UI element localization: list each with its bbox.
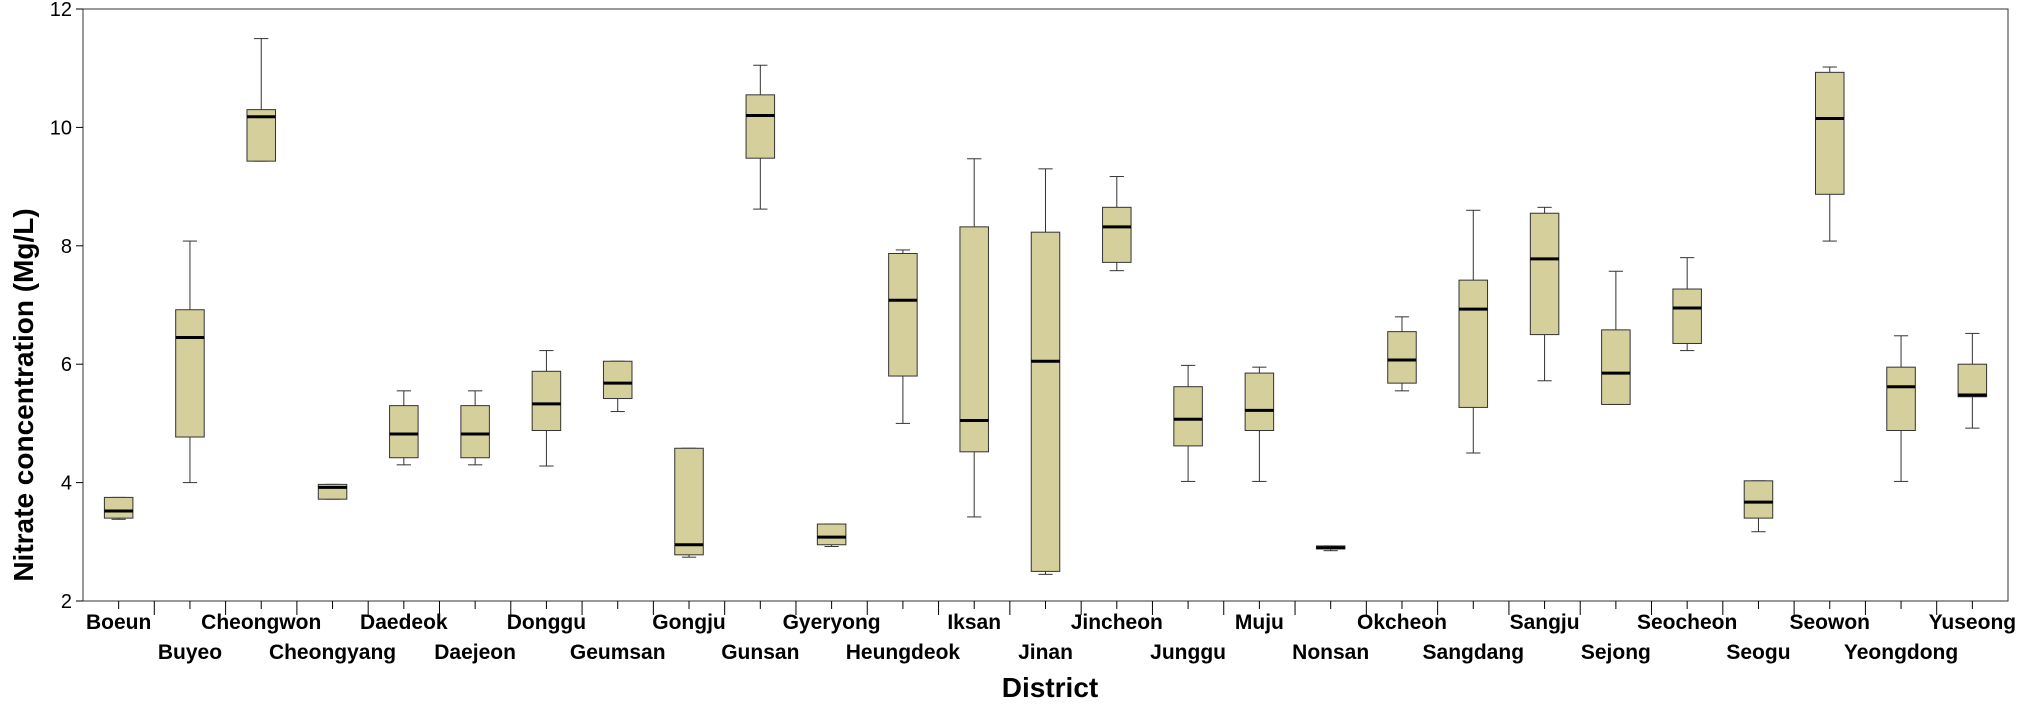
x-tick-label: Nonsan [1292, 641, 1369, 664]
iqr-box [745, 94, 776, 159]
box-yeongdong [1886, 335, 1916, 482]
y-axis: 2 4 6 8 10 12 [50, 0, 83, 613]
x-tick-label: Daejeon [434, 641, 516, 664]
iqr-box [888, 252, 918, 377]
iqr-box [460, 405, 490, 459]
box-sangju [1529, 206, 1560, 382]
y-tick-label: 12 [50, 0, 72, 21]
x-tick-label: Jincheon [1071, 611, 1163, 634]
iqr-box [389, 405, 419, 459]
y-tick-label: 6 [61, 354, 72, 376]
x-tick-label: Gunsan [721, 641, 799, 664]
box-seocheon [1672, 257, 1702, 352]
iqr-box [1743, 480, 1774, 519]
x-tick-label: Gyeryong [783, 611, 881, 634]
x-tick-label: Cheongwon [201, 611, 321, 634]
iqr-box [959, 226, 989, 453]
box-yuseong [1957, 332, 1988, 429]
box-buyeo [175, 240, 205, 484]
box-heungdeok [888, 249, 918, 424]
x-tick-label: Daedeok [360, 611, 448, 634]
x-tick-label: Geumsan [570, 641, 666, 664]
iqr-box [674, 447, 704, 556]
iqr-box [816, 523, 847, 546]
y-tick-label: 4 [61, 473, 72, 495]
iqr-box [1815, 71, 1845, 195]
box-donggu [531, 350, 562, 467]
box-gunsan [745, 64, 776, 210]
x-tick-label: Okcheon [1357, 611, 1447, 634]
box-sejong [1601, 270, 1631, 405]
iqr-box [602, 360, 633, 400]
y-tick-label: 2 [61, 591, 72, 613]
iqr-box [175, 309, 205, 438]
x-axis: Boeun Buyeo Cheongwon Cheongyang Daedeok Daej… [86, 601, 2016, 664]
iqr-box [1387, 331, 1417, 384]
box-series [103, 38, 1988, 575]
iqr-box [1957, 363, 1988, 398]
box-daejeon [460, 390, 490, 466]
box-iksan [959, 158, 989, 518]
x-tick-label: Cheongyang [269, 641, 396, 664]
x-tick-label: Seowon [1790, 611, 1871, 634]
iqr-box [531, 370, 562, 432]
box-jincheon [1102, 176, 1132, 272]
iqr-box [1030, 231, 1061, 572]
x-tick-label: Buyeo [158, 641, 222, 664]
x-tick-label: Heungdeok [846, 641, 961, 664]
x-tick-label: Seogu [1726, 641, 1790, 664]
x-tick-label: Sangdang [1423, 641, 1525, 664]
box-okcheon [1387, 316, 1417, 392]
y-tick-label: 10 [50, 117, 72, 139]
x-tick-label: Yuseong [1929, 611, 2017, 634]
x-tick-label: Seocheon [1637, 611, 1737, 634]
x-tick-label: Sejong [1581, 641, 1651, 664]
x-tick-label: Gongju [652, 611, 725, 634]
box-seowon [1815, 66, 1845, 242]
iqr-box [1102, 206, 1132, 263]
iqr-box [1886, 366, 1916, 432]
x-tick-label: Boeun [86, 611, 151, 634]
x-tick-label: Jinan [1018, 641, 1073, 664]
iqr-box [103, 496, 134, 519]
box-jinan [1030, 168, 1061, 575]
x-tick-label: Junggu [1150, 641, 1226, 664]
x-tick-label: Muju [1235, 611, 1284, 634]
iqr-box [1458, 279, 1489, 408]
iqr-box [1529, 212, 1560, 336]
y-axis-title: Nitrate concentration (Mg/L) [8, 208, 39, 581]
box-geumsan [602, 360, 633, 413]
box-gongju [674, 447, 704, 558]
iqr-box [1244, 372, 1275, 432]
x-tick-label: Donggu [507, 611, 586, 634]
iqr-box [1672, 288, 1702, 344]
y-tick-label: 8 [61, 236, 72, 258]
box-cheongwon [246, 38, 276, 162]
box-cheongyang [317, 483, 348, 500]
box-seogu [1743, 480, 1774, 533]
x-axis-title: District [1002, 672, 1098, 703]
iqr-box [1601, 329, 1631, 405]
box-nonsan [1315, 545, 1346, 552]
x-tick-label: Yeongdong [1844, 641, 1958, 664]
x-tick-label: Iksan [947, 611, 1001, 634]
box-gyeryong [816, 523, 847, 548]
box-muju [1244, 366, 1275, 482]
box-daedeok [389, 390, 419, 466]
box-junggu [1173, 364, 1203, 482]
iqr-box [1173, 386, 1203, 447]
box-boeun [103, 496, 134, 520]
box-sangdang [1458, 209, 1489, 454]
x-tick-label: Sangju [1510, 611, 1580, 634]
